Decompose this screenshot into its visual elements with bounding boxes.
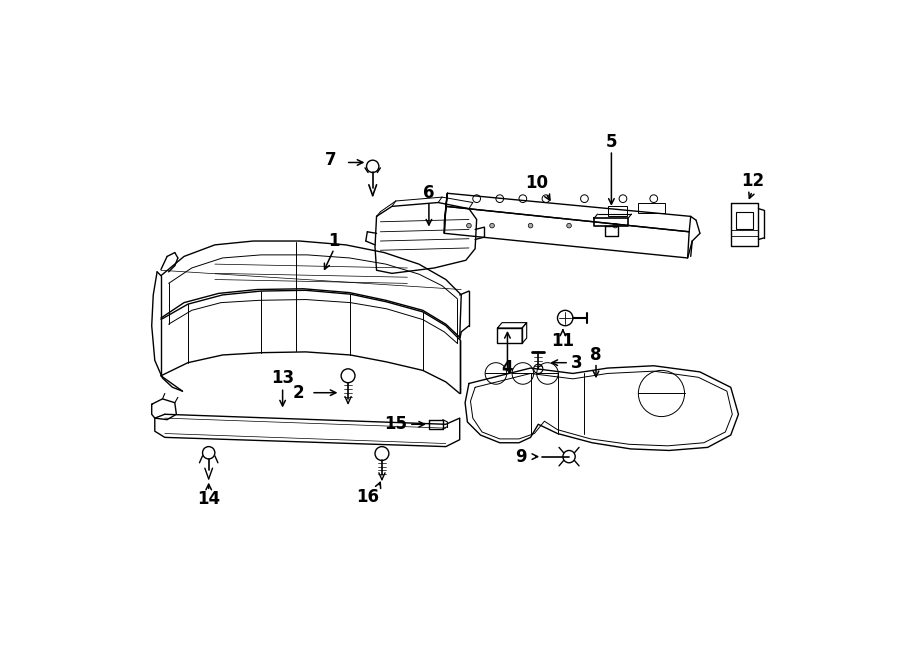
Text: 12: 12 [741, 172, 764, 190]
Text: 14: 14 [197, 490, 220, 508]
Bar [608, 206, 626, 215]
Text: 7: 7 [325, 151, 337, 169]
Text: 3: 3 [571, 354, 582, 371]
Text: 2: 2 [292, 383, 304, 402]
Circle shape [567, 223, 572, 228]
Text: 15: 15 [384, 415, 408, 433]
Circle shape [580, 195, 589, 202]
Circle shape [466, 223, 472, 228]
Text: 1: 1 [328, 232, 340, 250]
Text: 4: 4 [501, 359, 513, 377]
Bar [736, 212, 753, 229]
Text: 5: 5 [606, 134, 617, 151]
Circle shape [341, 369, 355, 383]
Circle shape [534, 364, 543, 373]
Circle shape [490, 223, 494, 228]
Circle shape [496, 195, 504, 202]
Text: 6: 6 [423, 184, 435, 202]
Circle shape [472, 195, 481, 202]
Text: 13: 13 [271, 369, 294, 387]
Circle shape [619, 195, 626, 202]
Circle shape [562, 450, 575, 463]
Circle shape [557, 310, 573, 326]
Circle shape [519, 195, 526, 202]
Bar [638, 202, 665, 214]
Text: 8: 8 [590, 346, 602, 364]
Circle shape [202, 447, 215, 459]
Circle shape [613, 223, 617, 228]
Text: 16: 16 [356, 488, 379, 506]
Circle shape [366, 160, 379, 173]
Circle shape [542, 195, 550, 202]
Circle shape [375, 447, 389, 461]
Circle shape [528, 223, 533, 228]
Text: 10: 10 [526, 175, 548, 192]
Text: 9: 9 [515, 447, 526, 465]
Text: 11: 11 [552, 332, 574, 350]
Circle shape [650, 195, 658, 202]
